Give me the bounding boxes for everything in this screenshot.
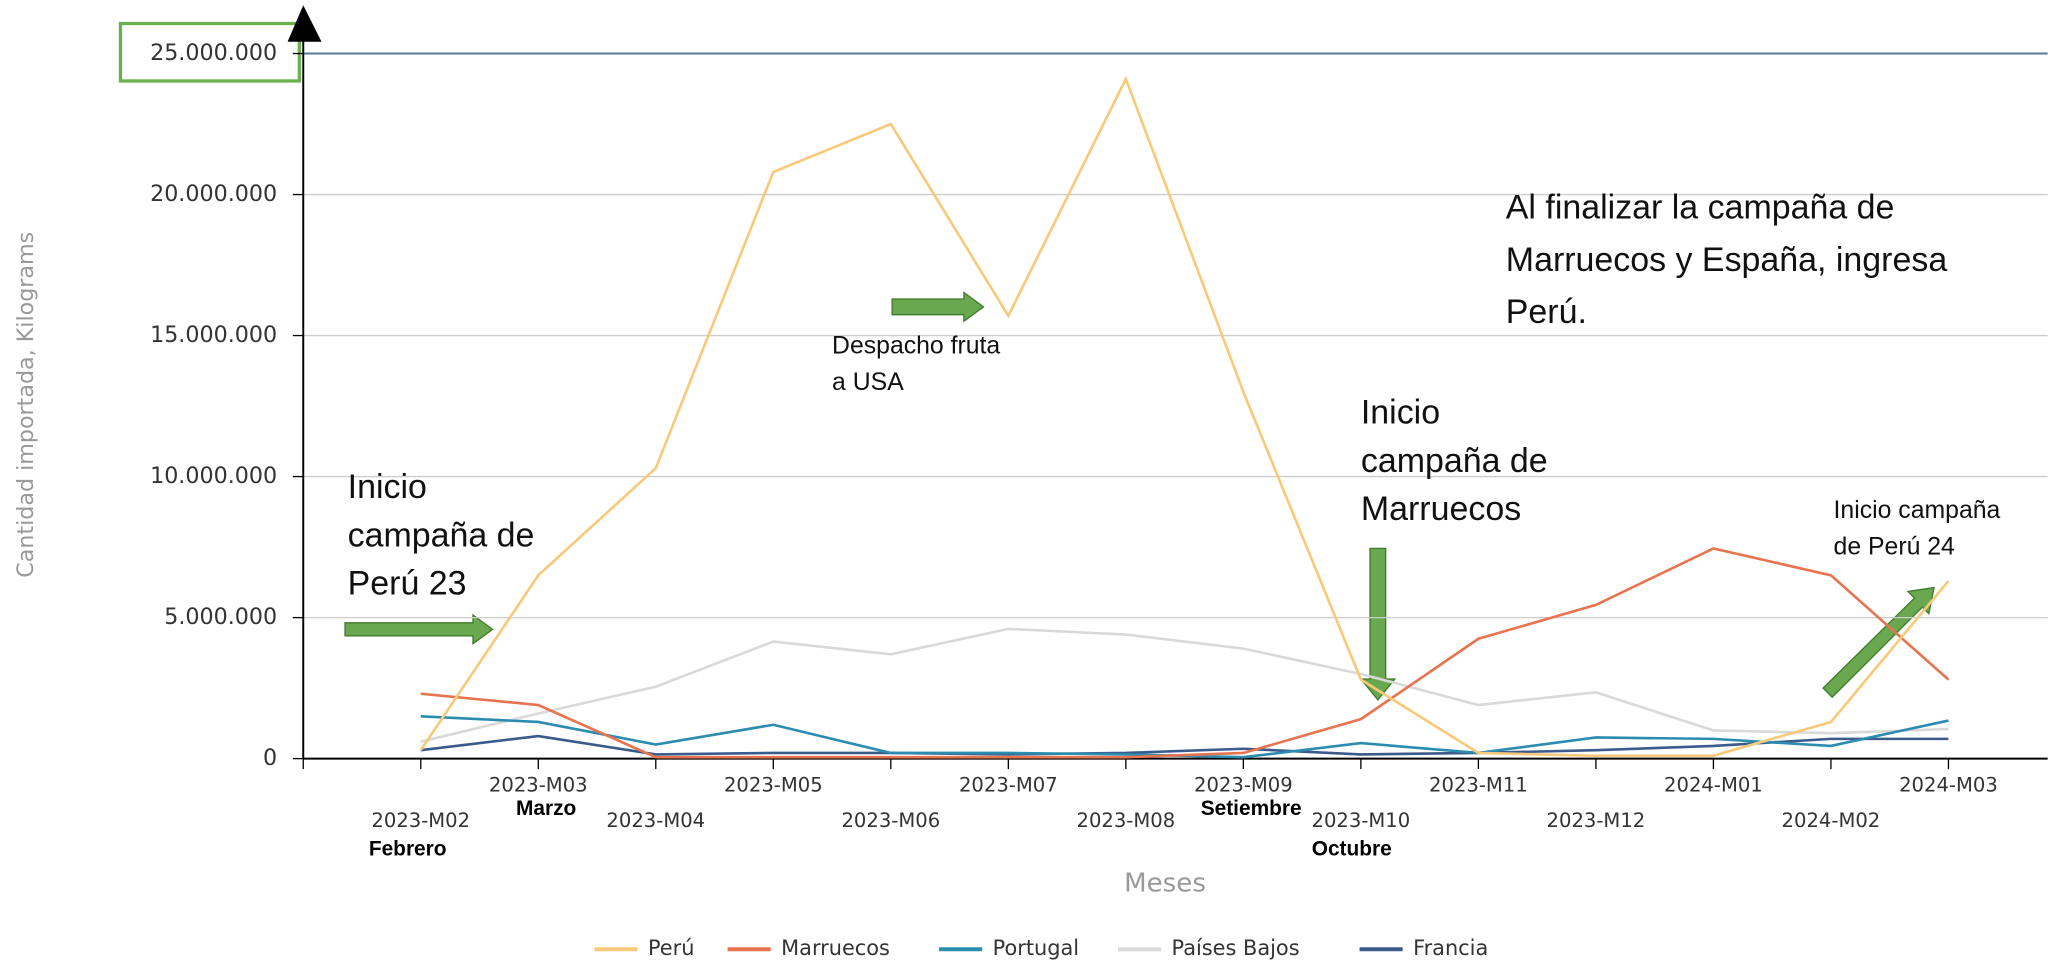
x-tick-label: 2023-M05 xyxy=(724,774,823,797)
annotation: campaña de xyxy=(1361,442,1548,480)
arrow xyxy=(1822,586,1935,699)
series-line xyxy=(419,75,1950,758)
x-tick-label: 2023-M11 xyxy=(1429,774,1528,797)
annotation: de Perú 24 xyxy=(1834,534,1956,561)
arrows xyxy=(344,291,1935,701)
x-tick-label: 2023-M04 xyxy=(606,809,705,832)
series-line xyxy=(420,627,1949,743)
x-axis-label: Meses xyxy=(1124,868,1206,898)
arrow xyxy=(891,291,985,323)
annotation: Perú. xyxy=(1506,293,1587,331)
legend-label: Francia xyxy=(1413,936,1488,960)
month-note: Octubre xyxy=(1312,838,1392,861)
legend-label: Marruecos xyxy=(781,936,890,960)
annotation: Inicio xyxy=(348,468,427,506)
x-tick-label: 2023-M12 xyxy=(1547,809,1646,832)
month-note: Marzo xyxy=(516,797,576,820)
x-tick-label: 2024-M03 xyxy=(1899,774,1998,797)
x-tick-label: 2023-M08 xyxy=(1076,809,1175,832)
annotation: a USA xyxy=(832,369,904,396)
x-tick-label: 2023-M06 xyxy=(841,809,940,832)
annotation: Inicio campaña xyxy=(1834,497,2001,524)
annotation: Perú 23 xyxy=(348,565,467,603)
x-tick-label: 2024-M02 xyxy=(1782,809,1881,832)
series-line xyxy=(420,547,1950,759)
annotation: Inicio xyxy=(1361,394,1440,432)
series-line xyxy=(420,734,1949,756)
arrow xyxy=(1359,547,1397,701)
month-note: Setiembre xyxy=(1201,797,1302,820)
x-tick-label: 2023-M07 xyxy=(959,774,1058,797)
y-tick-label: 25.000.000 xyxy=(150,40,277,66)
annotation: Al finalizar la campaña de xyxy=(1506,189,1895,227)
highlight-box xyxy=(118,21,301,83)
axis-arrow xyxy=(287,5,322,42)
y-tick-label: 15.000.000 xyxy=(150,322,277,348)
x-tick-label: 2024-M01 xyxy=(1664,774,1763,797)
x-tick-label: 2023-M09 xyxy=(1194,774,1293,797)
y-tick-label: 10.000.000 xyxy=(150,463,277,489)
annotation: Marruecos xyxy=(1361,490,1521,528)
x-tick-label: 2023-M03 xyxy=(489,774,588,797)
legend-label: Portugal xyxy=(993,936,1079,960)
legend-label: Perú xyxy=(648,936,695,960)
x-tick-label: 2023-M10 xyxy=(1312,809,1411,832)
y-tick-label: 0 xyxy=(263,745,277,771)
annotation: campaña de xyxy=(348,516,535,554)
y-tick-label: 5.000.000 xyxy=(164,604,277,630)
arrow xyxy=(344,613,494,646)
annotation: Marruecos y España, ingresa xyxy=(1506,241,1948,279)
y-axis-label: Cantidad importada, Kilograms xyxy=(13,232,39,578)
x-tick-label: 2023-M02 xyxy=(371,809,470,832)
month-note: Febrero xyxy=(369,838,447,861)
legend-label: Países Bajos xyxy=(1172,936,1300,960)
y-tick-label: 20.000.000 xyxy=(150,181,277,207)
annotation: Despacho fruta xyxy=(832,333,1000,360)
